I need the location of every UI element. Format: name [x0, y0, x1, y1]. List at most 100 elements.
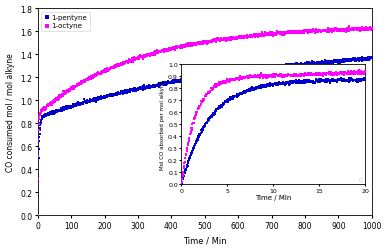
1-octyne: [207, 40, 213, 44]
1-pentyne: [83, 101, 89, 105]
1-octyne: [366, 26, 373, 30]
1-octyne: [329, 30, 335, 34]
1-octyne: [265, 33, 271, 37]
1-pentyne: [163, 81, 169, 85]
1-octyne: [205, 42, 212, 46]
1-octyne: [186, 44, 192, 48]
1-pentyne: [216, 74, 223, 78]
1-octyne: [361, 27, 368, 31]
1-pentyne: [260, 67, 266, 71]
1-octyne: [46, 104, 53, 108]
1-octyne: [142, 56, 148, 60]
1-pentyne: [272, 66, 279, 70]
1-octyne: [195, 42, 202, 46]
1-octyne: [251, 32, 257, 36]
1-octyne: [124, 60, 130, 64]
1-octyne: [68, 87, 75, 91]
1-pentyne: [232, 70, 238, 74]
1-pentyne: [125, 89, 131, 93]
1-pentyne: [312, 63, 318, 67]
1-pentyne: [82, 100, 88, 104]
1-pentyne: [228, 71, 234, 75]
1-pentyne: [94, 98, 100, 102]
1-octyne: [286, 31, 293, 35]
1-pentyne: [177, 80, 183, 84]
1-octyne: [95, 72, 101, 76]
1-pentyne: [279, 67, 285, 71]
1-pentyne: [199, 74, 205, 78]
1-octyne: [217, 39, 223, 43]
1-pentyne: [194, 76, 200, 80]
1-octyne: [102, 70, 108, 73]
1-pentyne: [308, 60, 315, 64]
1-pentyne: [332, 60, 339, 64]
1-octyne: [364, 27, 370, 31]
1-pentyne: [321, 62, 327, 66]
1-octyne: [92, 73, 99, 77]
1-octyne: [57, 96, 63, 100]
1-octyne: [196, 41, 202, 45]
1-pentyne: [213, 74, 219, 78]
1-octyne: [257, 34, 264, 38]
1-octyne: [318, 30, 324, 34]
1-octyne: [111, 67, 117, 71]
1-octyne: [313, 28, 319, 32]
1-octyne: [245, 36, 251, 40]
1-pentyne: [291, 65, 297, 69]
1-octyne: [139, 56, 145, 60]
1-pentyne: [262, 67, 269, 71]
1-octyne: [191, 43, 197, 47]
1-pentyne: [233, 70, 239, 74]
1-octyne: [322, 30, 329, 34]
1-octyne: [343, 28, 349, 32]
1-pentyne: [249, 68, 255, 71]
1-pentyne: [313, 62, 319, 66]
1-octyne: [231, 37, 238, 41]
1-pentyne: [344, 59, 350, 63]
1-pentyne: [191, 76, 197, 80]
1-octyne: [242, 35, 248, 39]
1-pentyne: [248, 68, 255, 72]
1-pentyne: [82, 100, 88, 104]
1-octyne: [235, 36, 241, 40]
1-pentyne: [136, 88, 142, 92]
1-octyne: [195, 42, 201, 46]
1-pentyne: [111, 94, 117, 98]
1-octyne: [214, 39, 221, 43]
1-octyne: [268, 34, 274, 38]
1-octyne: [313, 31, 319, 35]
1-pentyne: [167, 80, 173, 84]
1-octyne: [194, 43, 200, 47]
1-octyne: [156, 50, 163, 54]
1-octyne: [215, 38, 221, 42]
1-octyne: [260, 33, 266, 37]
1-octyne: [151, 51, 157, 55]
1-pentyne: [207, 75, 214, 79]
1-octyne: [348, 29, 354, 33]
1-octyne: [148, 54, 154, 58]
1-octyne: [262, 33, 268, 37]
1-octyne: [179, 46, 185, 50]
1-octyne: [241, 36, 247, 40]
1-octyne: [241, 34, 248, 38]
1-octyne: [350, 28, 356, 32]
1-octyne: [127, 59, 133, 63]
1-pentyne: [36, 140, 42, 144]
1-octyne: [285, 32, 291, 36]
1-pentyne: [262, 66, 268, 70]
1-octyne: [250, 34, 256, 38]
1-pentyne: [134, 88, 140, 92]
1-pentyne: [107, 92, 113, 96]
1-pentyne: [59, 108, 65, 112]
1-pentyne: [67, 105, 73, 109]
1-pentyne: [82, 100, 88, 104]
1-octyne: [276, 33, 283, 37]
1-octyne: [310, 30, 317, 34]
1-octyne: [73, 85, 79, 89]
1-pentyne: [322, 60, 328, 64]
1-pentyne: [166, 82, 173, 86]
1-pentyne: [74, 103, 80, 107]
1-octyne: [202, 40, 208, 44]
1-octyne: [65, 89, 72, 93]
1-octyne: [103, 70, 109, 74]
